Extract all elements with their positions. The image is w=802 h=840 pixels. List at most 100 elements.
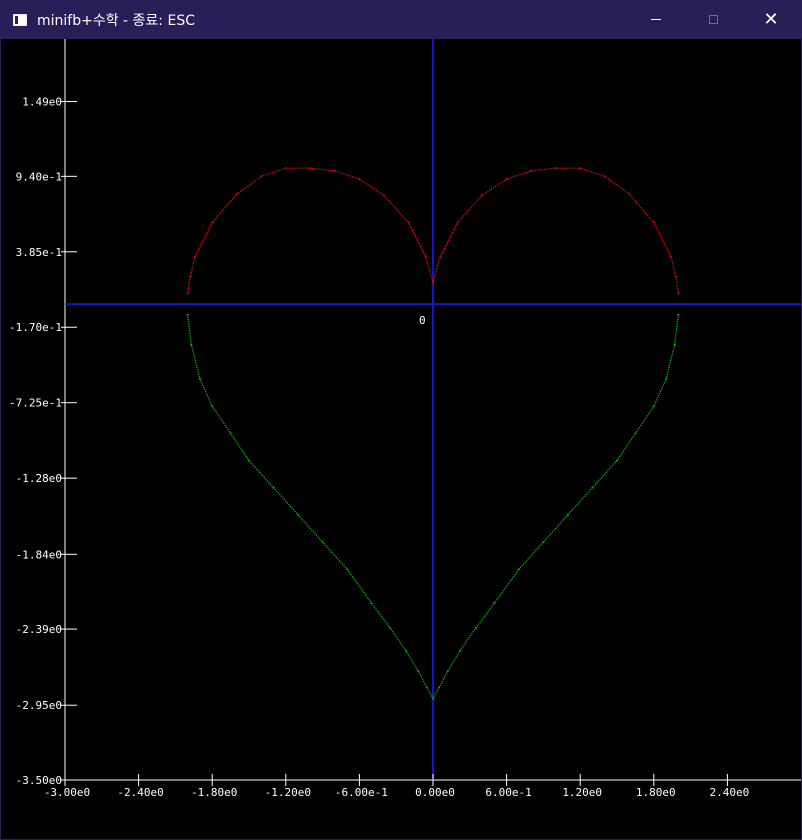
curve-dot <box>661 237 663 240</box>
curve-dot <box>640 206 642 209</box>
curve-dot <box>188 323 190 325</box>
curve-dot <box>674 274 676 276</box>
curve-dot <box>302 519 304 521</box>
curve-dot <box>214 409 216 411</box>
curve-dot <box>279 493 281 496</box>
curve-dot <box>401 215 403 217</box>
curve-dot <box>637 203 639 205</box>
curve-dot <box>206 231 208 234</box>
curve-dot <box>388 625 390 627</box>
curve-dot <box>446 672 448 674</box>
curve-dot <box>201 382 203 384</box>
curve-dot <box>419 674 422 676</box>
series-0 <box>186 167 680 295</box>
title-bar[interactable]: minifb+수학 - 종료: ESC ✕ <box>1 0 802 39</box>
x-tick-label: -1.20e0 <box>265 786 311 799</box>
curve-dot <box>516 570 519 572</box>
curve-dot <box>197 249 199 252</box>
data-point <box>665 377 668 380</box>
curve-dot <box>617 185 619 187</box>
curve-dot <box>662 384 664 386</box>
curve-dot <box>454 658 456 660</box>
curve-dot <box>460 648 462 650</box>
curve-dot <box>298 167 300 169</box>
curve-dot <box>241 189 243 191</box>
curve-dot <box>365 595 368 597</box>
curve-dot <box>467 638 469 640</box>
curve-dot <box>552 167 555 170</box>
curve-dot <box>667 369 669 371</box>
curve-dot <box>439 684 441 687</box>
curve-dot <box>592 172 595 174</box>
curve-dot <box>420 676 423 678</box>
curve-dot <box>424 253 426 256</box>
curve-dot <box>602 475 604 477</box>
curve-dot <box>413 233 416 236</box>
curve-dot <box>464 213 466 215</box>
curve-dot <box>658 392 661 395</box>
curve-dot <box>349 175 352 177</box>
curve-dot <box>441 251 443 254</box>
curve-dot <box>188 285 190 287</box>
curve-dot <box>251 463 253 465</box>
curve-dot <box>392 630 394 633</box>
curve-dot <box>502 590 504 592</box>
curve-dot <box>257 470 259 472</box>
curve-dot <box>189 278 191 280</box>
curve-dot <box>638 205 640 207</box>
minimize-button[interactable] <box>633 0 679 39</box>
close-button[interactable]: ✕ <box>748 0 794 39</box>
curve-dot <box>377 190 379 193</box>
curve-dot <box>197 371 199 373</box>
curve-dot <box>436 691 438 693</box>
curve-dot <box>533 551 535 553</box>
curve-dot <box>378 612 380 614</box>
data-point <box>229 432 232 435</box>
x-tick-label: -2.40e0 <box>117 786 163 799</box>
curve-dot <box>610 466 612 468</box>
curve-dot <box>562 519 564 521</box>
curve-dot <box>238 192 240 194</box>
curve-dot <box>654 403 656 405</box>
curve-dot <box>676 323 678 325</box>
curve-dot <box>566 167 568 169</box>
curve-dot <box>404 218 406 220</box>
x-axis: -3.00e0 -2.40e0 -1.80e0 -1.20e0 -6.00e-1 0.00… <box>44 774 749 799</box>
data-point <box>346 568 349 571</box>
curve-dot <box>320 539 322 541</box>
data-point <box>272 486 275 489</box>
curve-dot <box>414 235 417 238</box>
curve-dot <box>521 565 523 567</box>
curve-dot <box>479 621 481 623</box>
curve-dot <box>535 549 537 552</box>
curve-dot <box>187 287 189 290</box>
curve-dot <box>280 169 282 171</box>
data-point <box>603 175 606 178</box>
curve-dot <box>513 575 515 578</box>
curve-dot <box>370 185 372 188</box>
curve-dot <box>283 498 285 501</box>
curve-dot <box>479 196 482 198</box>
curve-dot <box>347 570 350 572</box>
curve-dot <box>576 504 578 506</box>
curve-dot <box>409 656 411 658</box>
curve-dot <box>207 229 209 232</box>
curve-dot <box>615 183 617 186</box>
curve-dot <box>420 247 423 250</box>
curve-dot <box>187 316 189 318</box>
maximize-button[interactable] <box>690 0 736 39</box>
curve-dot <box>644 211 646 214</box>
curve-dot <box>428 266 430 268</box>
curve-dot <box>575 167 577 169</box>
curve-dot <box>450 664 452 666</box>
curve-dot <box>630 195 632 197</box>
curve-dot <box>224 424 226 427</box>
curve-dot <box>424 682 426 685</box>
curve-dot <box>452 229 455 232</box>
curve-dot <box>253 464 255 467</box>
y-tick-label: -2.95e0 <box>16 699 62 712</box>
curve-dot <box>611 464 613 467</box>
curve-dot <box>456 654 459 656</box>
curve-dot <box>425 684 427 687</box>
curve-dot <box>671 260 673 262</box>
